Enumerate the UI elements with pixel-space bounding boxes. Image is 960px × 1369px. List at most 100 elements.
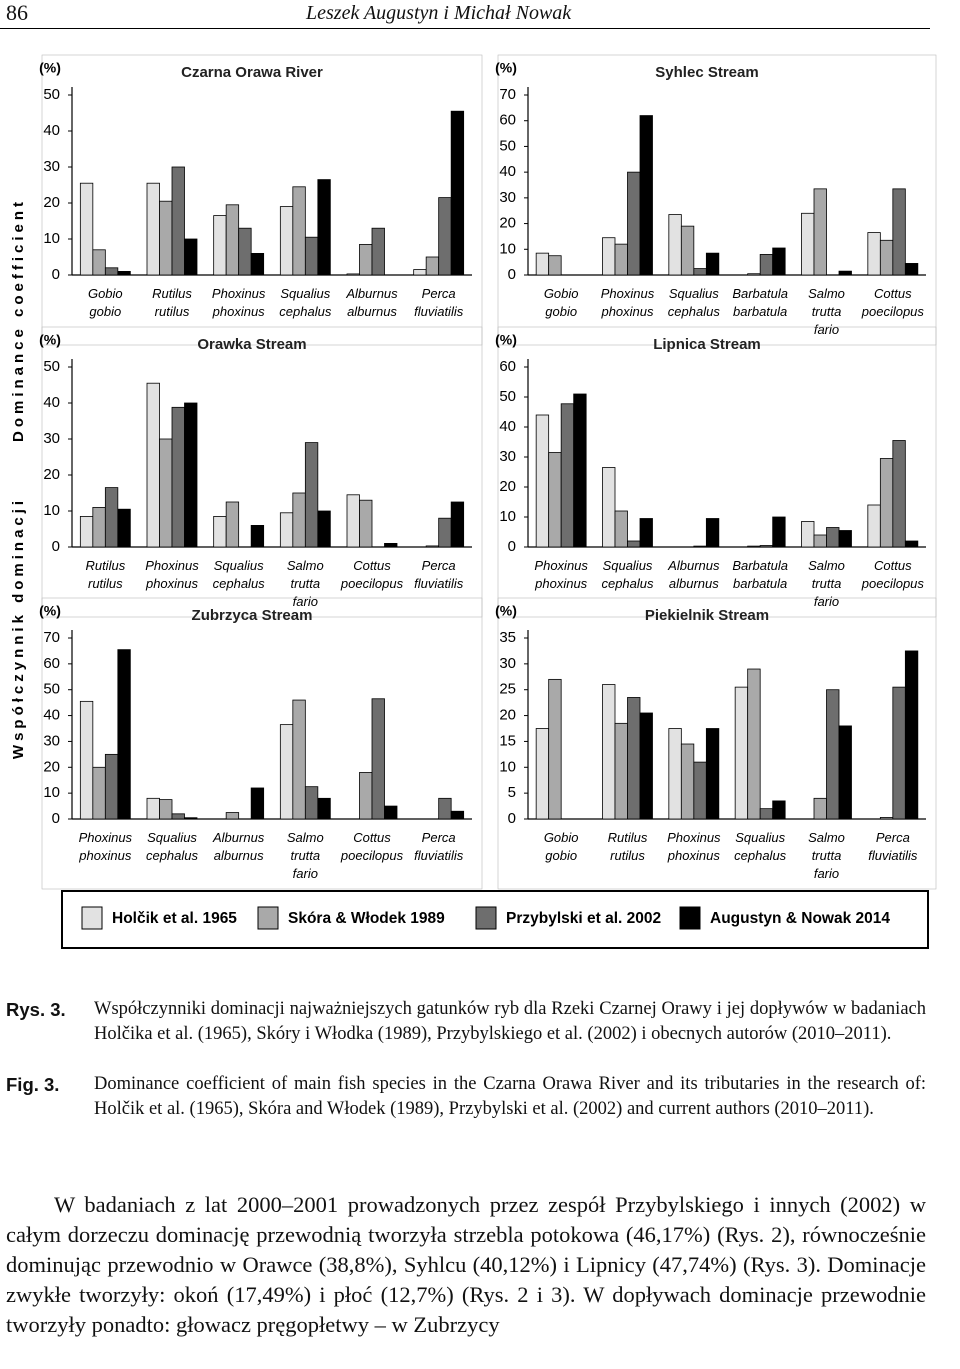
caption-label: Fig. 3. bbox=[6, 1074, 60, 1095]
bar bbox=[171, 813, 185, 820]
bar bbox=[92, 249, 106, 276]
bar bbox=[146, 182, 160, 276]
bar bbox=[602, 684, 616, 820]
bar bbox=[813, 534, 827, 548]
bar bbox=[904, 650, 919, 820]
bar bbox=[159, 200, 173, 276]
bar bbox=[438, 197, 452, 276]
x-tick-line: gobio bbox=[545, 304, 577, 319]
bar bbox=[117, 508, 131, 548]
bar bbox=[213, 516, 227, 548]
y-tick-label: 0 bbox=[508, 266, 516, 283]
x-tick-line: Cottus bbox=[874, 286, 912, 301]
bar bbox=[747, 273, 761, 276]
x-tick-label: Cottus poecilopus bbox=[861, 286, 925, 319]
x-tick-line: trutta bbox=[812, 576, 842, 591]
y-unit: (%) bbox=[495, 60, 517, 76]
bar bbox=[693, 545, 707, 548]
y-tick-label: 60 bbox=[499, 358, 516, 375]
x-tick-label: Rutilus rutilus bbox=[152, 286, 192, 319]
bar bbox=[359, 499, 373, 548]
bar bbox=[614, 722, 628, 820]
y-axis-label: Współczynnik dominacji bbox=[10, 497, 27, 759]
body-paragraph: W badaniach z lat 2000–2001 prowadzonych… bbox=[6, 1192, 926, 1337]
x-tick-line: Squalius bbox=[214, 558, 264, 573]
bar bbox=[304, 236, 319, 276]
x-tick-line: phoxinus bbox=[534, 576, 588, 591]
x-tick-label: Phoxinus phoxinus bbox=[78, 830, 132, 863]
bar bbox=[759, 545, 774, 548]
bar bbox=[813, 188, 827, 276]
x-tick-label: Salmo trutta fario bbox=[287, 830, 324, 881]
bar bbox=[535, 728, 550, 820]
x-tick-line: poecilopus bbox=[340, 848, 404, 863]
x-tick-line: phoxinus bbox=[600, 304, 654, 319]
x-tick-line: Phoxinus bbox=[212, 286, 266, 301]
x-tick-line: Phoxinus bbox=[601, 286, 655, 301]
x-tick-label: Squalius cephalus bbox=[279, 286, 332, 319]
y-tick-label: 10 bbox=[499, 240, 516, 257]
y-tick-label: 50 bbox=[43, 86, 60, 103]
x-tick-line: cephalus bbox=[146, 848, 199, 863]
chart-frame bbox=[41, 326, 483, 618]
x-tick-label: Squalius cephalus bbox=[213, 558, 266, 591]
bar bbox=[317, 179, 331, 276]
x-tick-line: Perca bbox=[422, 286, 456, 301]
x-tick-label: Perca fluviatilis bbox=[414, 286, 464, 319]
bar bbox=[801, 521, 815, 548]
bar bbox=[225, 501, 240, 548]
bar bbox=[734, 686, 749, 820]
x-tick-line: Phoxinus bbox=[79, 830, 133, 845]
y-tick-label: 60 bbox=[43, 655, 60, 672]
y-tick-label: 0 bbox=[508, 810, 516, 827]
bar bbox=[668, 214, 682, 276]
x-tick-line: Gobio bbox=[544, 830, 579, 845]
running-head: Leszek Augustyn i Michał Nowak bbox=[306, 2, 572, 24]
bar bbox=[668, 728, 682, 820]
y-tick-label: 40 bbox=[43, 394, 60, 411]
bar bbox=[680, 743, 695, 820]
x-tick-label: Gobio gobio bbox=[544, 286, 579, 319]
x-tick-line: Salmo bbox=[287, 830, 324, 845]
bar bbox=[104, 267, 119, 276]
x-tick-line: fluviatilis bbox=[414, 576, 464, 591]
x-tick-line: Phoxinus bbox=[145, 558, 199, 573]
x-tick-line: alburnus bbox=[347, 304, 397, 319]
x-tick-label: Cottus poecilopus bbox=[861, 558, 925, 591]
chart-frame bbox=[497, 54, 937, 346]
x-tick-label: Squalius cephalus bbox=[734, 830, 787, 863]
chart-title: Zubrzyca Stream bbox=[192, 607, 313, 624]
bar bbox=[279, 724, 294, 820]
bar bbox=[359, 243, 373, 276]
y-tick-label: 20 bbox=[43, 194, 60, 211]
x-tick-line: trutta bbox=[812, 848, 842, 863]
legend-label: Skóra & Włodek 1989 bbox=[288, 910, 445, 927]
y-tick-label: 10 bbox=[43, 784, 60, 801]
chart-title: Piekielnik Stream bbox=[645, 607, 769, 624]
x-tick-line: fluviatilis bbox=[414, 848, 464, 863]
bar bbox=[705, 728, 720, 820]
x-tick-line: Phoxinus bbox=[667, 830, 721, 845]
header-rule bbox=[0, 28, 930, 29]
y-unit: (%) bbox=[495, 603, 517, 619]
y-axis-label: Dominance coefficient bbox=[10, 198, 27, 442]
x-tick-line: Salmo bbox=[808, 286, 845, 301]
chart-title: Orawka Stream bbox=[197, 336, 306, 353]
caption-en: Fig. 3. Dominance coefficient of main fi… bbox=[6, 1072, 926, 1122]
x-tick-line: rutilus bbox=[610, 848, 645, 863]
bar bbox=[225, 204, 240, 276]
x-tick-label: Salmo trutta fario bbox=[808, 830, 845, 881]
caption-text: Dominance coefficient of main fish speci… bbox=[94, 1074, 926, 1119]
bar bbox=[867, 504, 881, 548]
x-tick-label: Salmo trutta fario bbox=[287, 558, 324, 609]
bar bbox=[826, 527, 840, 548]
x-tick-line: cephalus bbox=[668, 304, 721, 319]
bar bbox=[304, 442, 319, 548]
bar bbox=[425, 256, 440, 276]
x-tick-line: gobio bbox=[545, 848, 577, 863]
x-tick-line: Squalius bbox=[147, 830, 197, 845]
bar bbox=[627, 540, 641, 548]
bar bbox=[759, 808, 774, 820]
x-tick-line: Phoxinus bbox=[534, 558, 588, 573]
